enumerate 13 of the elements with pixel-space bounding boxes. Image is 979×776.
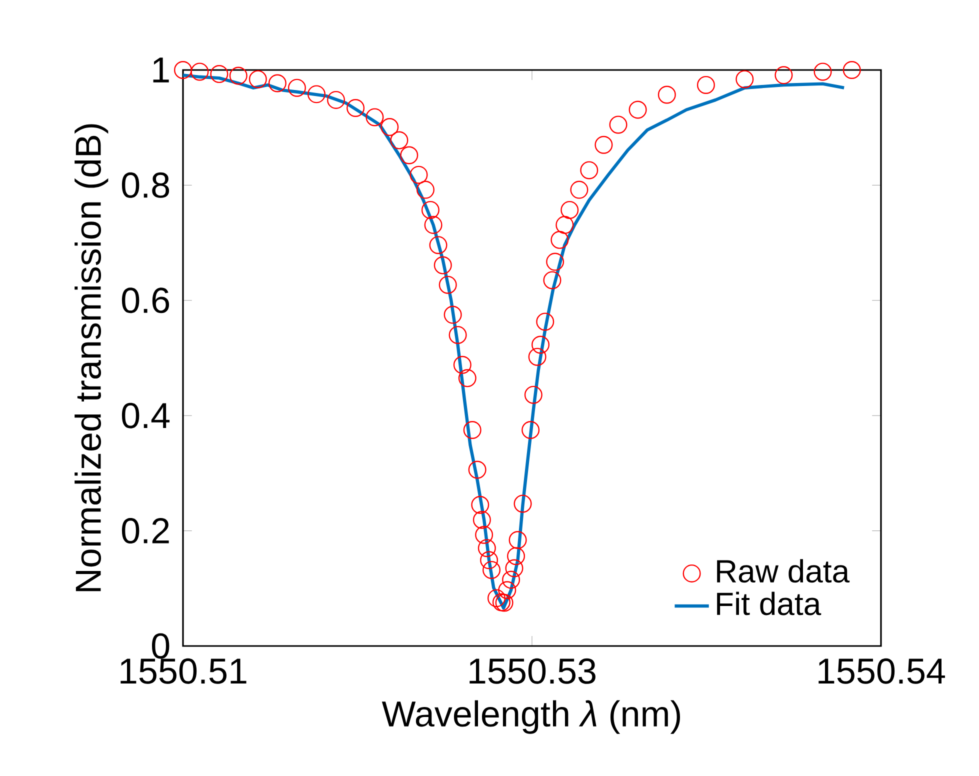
y-tick-label: 0.8 bbox=[122, 172, 170, 198]
y-tick-label: 0 bbox=[152, 633, 170, 659]
x-tick-label: 1550.53 bbox=[470, 658, 596, 684]
y-tick-label: 1 bbox=[153, 58, 169, 82]
y-tick-label: 0.6 bbox=[122, 288, 170, 314]
x-tick-label: 1550.54 bbox=[818, 658, 945, 684]
legend-label: Raw data bbox=[717, 559, 850, 583]
y-tick-label: 0.2 bbox=[122, 518, 169, 544]
y-tick-label: 0.4 bbox=[122, 402, 170, 428]
x-tick-label: 1550.51 bbox=[120, 658, 246, 684]
legend-label: Fit data bbox=[717, 592, 822, 616]
y-axis-title: Normalized transmission (dB) bbox=[74, 124, 108, 592]
x-axis-title: Wavelength λ (nm) bbox=[382, 700, 680, 734]
